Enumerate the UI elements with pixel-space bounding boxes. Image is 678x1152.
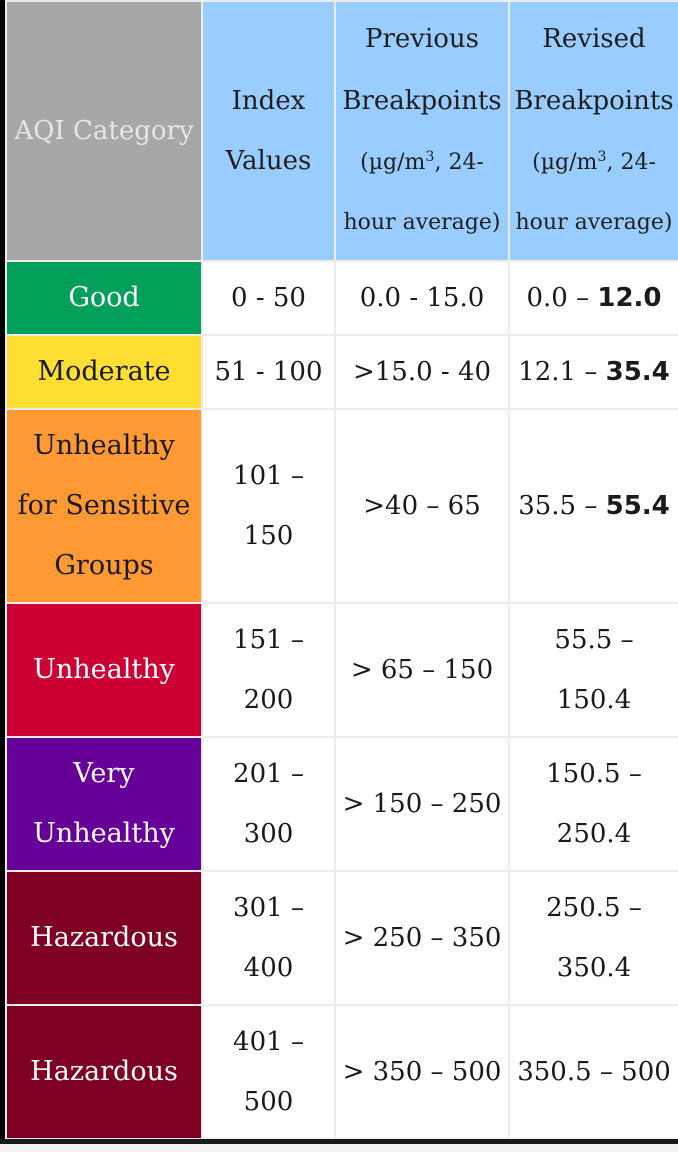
index-cell: 101 – 150 <box>201 408 336 604</box>
header-revised-title: Revised Breakpoints <box>514 24 674 116</box>
aqi-table: AQI Category Index Values Previous Break… <box>5 0 678 1140</box>
previous-cell: > 350 – 500 <box>334 1004 510 1140</box>
previous-cell: >15.0 - 40 <box>334 334 510 410</box>
previous-cell: > 150 – 250 <box>334 736 510 872</box>
header-aqi-category: AQI Category <box>5 0 203 262</box>
left-border <box>0 0 5 1141</box>
previous-cell: > 65 – 150 <box>334 602 510 738</box>
category-cell: Hazardous <box>5 1004 203 1140</box>
previous-cell: 0.0 - 15.0 <box>334 260 510 336</box>
bottom-border <box>0 1139 678 1144</box>
header-previous-average: hour average) <box>343 210 501 235</box>
category-cell: Unhealthy for Sensitive Groups <box>5 408 203 604</box>
category-cell: Very Unhealthy <box>5 736 203 872</box>
table-row: Unhealthy for Sensitive Groups 101 – 150… <box>5 408 678 604</box>
header-previous-unit: (µg/m3, 24- <box>360 149 484 175</box>
index-cell: 0 - 50 <box>201 260 336 336</box>
table-row: Hazardous 401 – 500 > 350 – 500 350.5 – … <box>5 1004 678 1140</box>
table-row: Unhealthy 151 – 200 > 65 – 150 55.5 – 15… <box>5 602 678 738</box>
table-row: Moderate 51 - 100 >15.0 - 40 12.1 – 35.4 <box>5 334 678 410</box>
revised-cell: 0.0 – 12.0 <box>508 260 678 336</box>
category-cell: Good <box>5 260 203 336</box>
header-revised-breakpoints: Revised Breakpoints (µg/m3, 24- hour ave… <box>508 0 678 262</box>
header-previous-breakpoints: Previous Breakpoints (µg/m3, 24- hour av… <box>334 0 510 262</box>
revised-cell: 12.1 – 35.4 <box>508 334 678 410</box>
index-cell: 151 – 200 <box>201 602 336 738</box>
bottom-gap <box>0 1144 678 1152</box>
revised-cell: 250.5 – 350.4 <box>508 870 678 1006</box>
header-revised-average: hour average) <box>515 210 673 235</box>
index-cell: 401 – 500 <box>201 1004 336 1140</box>
category-cell: Hazardous <box>5 870 203 1006</box>
revised-cell: 35.5 – 55.4 <box>508 408 678 604</box>
header-revised-unit: (µg/m3, 24- <box>532 149 656 175</box>
previous-cell: >40 – 65 <box>334 408 510 604</box>
index-cell: 301 – 400 <box>201 870 336 1006</box>
previous-cell: > 250 – 350 <box>334 870 510 1006</box>
table-row: Good 0 - 50 0.0 - 15.0 0.0 – 12.0 <box>5 260 678 336</box>
index-cell: 201 – 300 <box>201 736 336 872</box>
table-row: Very Unhealthy 201 – 300 > 150 – 250 150… <box>5 736 678 872</box>
revised-cell: 55.5 – 150.4 <box>508 602 678 738</box>
header-index-values: Index Values <box>201 0 336 262</box>
table-row: Hazardous 301 – 400 > 250 – 350 250.5 – … <box>5 870 678 1006</box>
revised-cell: 150.5 – 250.4 <box>508 736 678 872</box>
index-cell: 51 - 100 <box>201 334 336 410</box>
category-cell: Moderate <box>5 334 203 410</box>
revised-cell: 350.5 – 500 <box>508 1004 678 1140</box>
header-row: AQI Category Index Values Previous Break… <box>5 0 678 262</box>
category-cell: Unhealthy <box>5 602 203 738</box>
header-previous-title: Previous Breakpoints <box>342 24 502 116</box>
